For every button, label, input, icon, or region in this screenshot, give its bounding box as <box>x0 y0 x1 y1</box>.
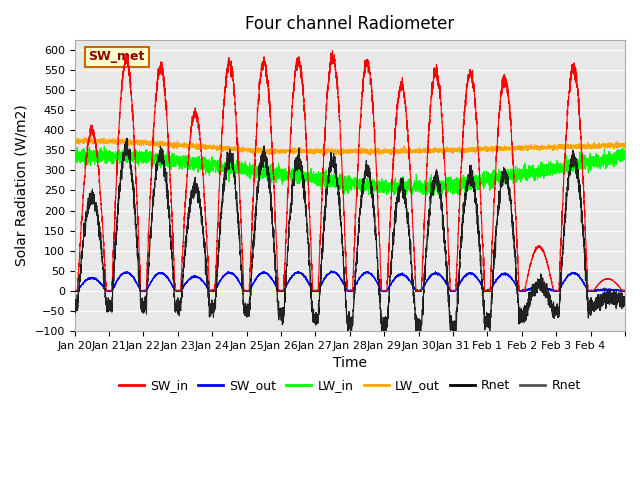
Title: Four channel Radiometer: Four channel Radiometer <box>245 15 454 33</box>
Text: SW_met: SW_met <box>88 50 145 63</box>
X-axis label: Time: Time <box>333 356 367 370</box>
Y-axis label: Solar Radiation (W/m2): Solar Radiation (W/m2) <box>15 105 29 266</box>
Legend: SW_in, SW_out, LW_in, LW_out, Rnet, Rnet: SW_in, SW_out, LW_in, LW_out, Rnet, Rnet <box>114 374 586 397</box>
